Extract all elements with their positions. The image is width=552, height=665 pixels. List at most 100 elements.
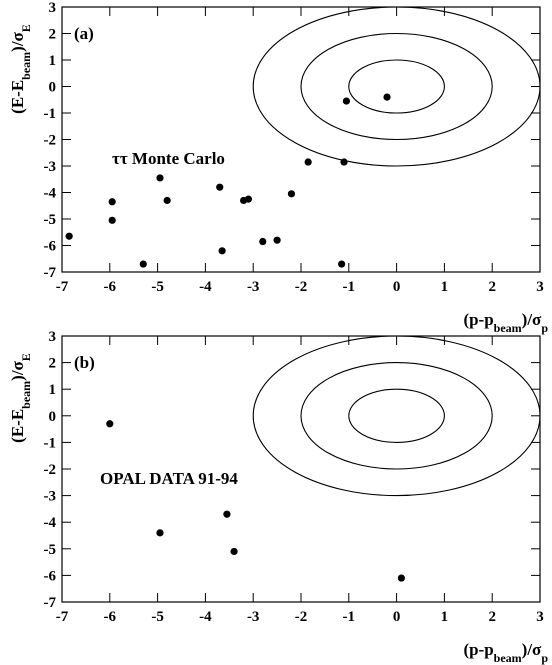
y-tick-label: 3 [49, 0, 57, 16]
label-part: E [19, 24, 33, 32]
y-tick-label: 2 [49, 27, 57, 43]
x-tick-label: 1 [441, 279, 449, 295]
point [397, 574, 405, 582]
label-part: beam [19, 381, 33, 409]
contour [348, 388, 445, 443]
label-part: )/σ [522, 310, 542, 329]
x-tick-label: 2 [488, 279, 496, 295]
panel: -7 -6 -5 -4 -3 -2 -1 0 1 2 3 -7 -6 -5 -4 -3 -2 -1 0 1 2 3 (a) τ… [8, 0, 548, 335]
x-tick-label: -7 [56, 609, 69, 625]
label-part: (E-E [8, 409, 27, 443]
x-tick-label: -6 [104, 279, 117, 295]
contour [348, 59, 445, 114]
contours [252, 7, 540, 167]
panel-label: (a) [74, 24, 94, 43]
y-tick-label: -2 [44, 133, 57, 149]
point [342, 97, 351, 105]
x-tick-label: -3 [247, 609, 260, 625]
label-part: (E-E [8, 80, 27, 114]
x-tick-label: -6 [104, 609, 117, 625]
y-tick-label: -5 [44, 542, 57, 558]
x-axis-label: (p-pbeam)/σp [463, 640, 548, 665]
y-tick-label: -7 [44, 265, 57, 281]
x-tick-label: -4 [199, 609, 212, 625]
point [108, 216, 116, 224]
plot-frame [61, 6, 541, 273]
y-axis-label: (E-Ebeam)/σE [8, 353, 33, 443]
contour [252, 336, 540, 497]
point [273, 236, 281, 244]
y-tick-label: -5 [44, 212, 57, 228]
y-tick-label: 1 [49, 53, 57, 69]
y-tick-label: -7 [44, 595, 57, 611]
y-tick-label: -2 [44, 462, 57, 478]
annotation: ττ Monte Carlo [112, 149, 225, 168]
x-tick-label: -4 [199, 279, 212, 295]
y-tick-label: 1 [49, 382, 57, 398]
label-part: p [541, 651, 548, 665]
point [287, 190, 296, 198]
label-part: )/σ [8, 31, 27, 51]
x-tick-label: 0 [393, 279, 401, 295]
point [259, 237, 267, 246]
y-tick-label: 0 [49, 409, 57, 425]
y-tick-label: -6 [44, 239, 57, 255]
contour [300, 32, 493, 141]
point [223, 510, 231, 518]
label-part: beam [494, 321, 522, 335]
contour [300, 362, 493, 470]
point [139, 260, 147, 268]
point [304, 158, 312, 166]
y-tick-label: -4 [44, 186, 57, 202]
x-tick-label: -1 [343, 609, 356, 625]
point [340, 158, 348, 166]
label-part: p [541, 321, 548, 335]
x-tick-label: -5 [151, 279, 164, 295]
point [156, 529, 164, 537]
y-axis-label: (E-Ebeam)/σE [8, 24, 33, 114]
point [244, 195, 253, 203]
label-part: (p-p [463, 640, 493, 659]
label-part: )/σ [522, 640, 542, 659]
x-axis-label: (p-pbeam)/σp [463, 310, 548, 335]
x-tick-label: 3 [536, 609, 544, 625]
x-tick-label: -1 [343, 279, 356, 295]
y-tick-label: -4 [44, 515, 57, 531]
label-part: E [19, 353, 33, 361]
point [156, 174, 164, 182]
x-tick-label: 3 [536, 279, 544, 295]
contours [252, 336, 540, 497]
y-tick-label: -1 [44, 106, 57, 122]
x-tick-label: -2 [295, 279, 308, 295]
point [216, 183, 224, 191]
point [338, 260, 346, 268]
y-tick-label: 3 [49, 329, 57, 345]
y-tick-label: -3 [44, 159, 57, 175]
point [218, 247, 226, 255]
contour [252, 7, 540, 167]
x-tick-label: 1 [441, 609, 449, 625]
point [65, 232, 73, 240]
label-part: )/σ [8, 360, 27, 380]
point [106, 420, 114, 428]
y-tick-label: 2 [49, 356, 57, 372]
x-tick-label: -3 [247, 279, 260, 295]
point [230, 547, 238, 556]
y-tick-label: 0 [49, 80, 57, 96]
x-tick-label: -7 [56, 279, 69, 295]
y-tick-label: -6 [44, 568, 57, 584]
label-part: beam [19, 52, 33, 80]
panel: -7 -6 -5 -4 -3 -2 -1 0 1 2 3 -7 -6 -5 -4 -3 -2 -1 0 1 2 3 (b) O… [8, 329, 548, 665]
x-tick-label: -5 [151, 609, 164, 625]
x-tick-label: -2 [295, 609, 308, 625]
annotation: OPAL DATA 91-94 [100, 469, 238, 488]
point [163, 196, 171, 205]
point [108, 198, 116, 206]
point [383, 93, 391, 101]
label-part: beam [494, 651, 522, 665]
x-tick-label: 0 [393, 609, 401, 625]
label-part: (p-p [463, 310, 493, 329]
x-tick-label: 2 [488, 609, 496, 625]
panel-label: (b) [74, 353, 95, 372]
